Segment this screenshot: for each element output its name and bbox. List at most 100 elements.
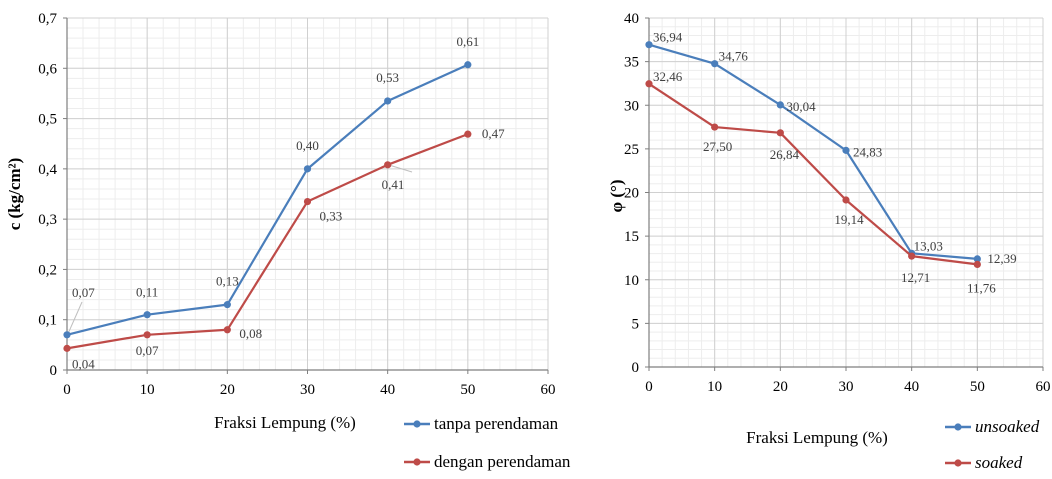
y-tick-label: 40 xyxy=(624,11,639,27)
y-tick-label: 25 xyxy=(624,142,639,158)
leader-line xyxy=(388,164,413,173)
x-tick-label: 60 xyxy=(541,382,556,398)
x-axis-label: Fraksi Lempung (%) xyxy=(746,428,888,447)
y-tick-label: 0,2 xyxy=(38,262,57,278)
data-point xyxy=(973,260,981,268)
data-point xyxy=(63,331,71,339)
legend-entry: dengan perendaman xyxy=(404,452,571,471)
data-point xyxy=(711,60,719,68)
x-tick-label: 50 xyxy=(970,379,985,395)
data-point xyxy=(908,252,916,260)
x-tick-label: 0 xyxy=(645,379,653,395)
left-chart: 0 0,1 0,2 0,3 0,4 0,5 0,6 0,7 0 10 20 30 40 50 60 Fraks… xyxy=(5,11,571,471)
data-label: 0,11 xyxy=(136,285,158,300)
data-label: 0,13 xyxy=(216,274,239,289)
data-point xyxy=(842,146,850,154)
data-point xyxy=(303,197,312,206)
legend-label: tanpa perendaman xyxy=(434,414,559,433)
right-chart: 0 5 10 15 20 25 30 35 40 0 10 20 30 40 50 60 Fraksi Lemp… xyxy=(607,11,1051,472)
data-point xyxy=(63,344,71,352)
data-point xyxy=(384,161,392,169)
right-gridlines xyxy=(648,17,1044,368)
data-point xyxy=(464,130,472,138)
data-point xyxy=(143,331,151,339)
data-label: 0,04 xyxy=(72,356,95,371)
y-tick-label: 0,7 xyxy=(38,11,57,27)
data-label: 26,84 xyxy=(770,147,800,162)
legend-swatch-marker xyxy=(413,420,421,428)
legend-entry: unsoaked xyxy=(945,417,1040,436)
data-label: 36,94 xyxy=(653,30,683,45)
x-tick-label: 30 xyxy=(839,379,854,395)
legend-label: soaked xyxy=(975,453,1023,472)
y-tick-label: 5 xyxy=(632,316,640,332)
y-tick-label: 35 xyxy=(624,55,639,71)
data-label: 32,46 xyxy=(653,69,683,84)
series-tanpa-perendaman: 0,07 0,11 0,13 0,40 0,53 0,61 xyxy=(63,34,479,339)
data-point xyxy=(384,97,392,105)
y-tick-label: 15 xyxy=(624,229,639,245)
x-tick-label: 0 xyxy=(63,382,71,398)
data-point xyxy=(645,41,653,49)
data-label: 0,07 xyxy=(72,285,95,300)
y-tick-label: 0,1 xyxy=(38,313,57,329)
legend-entry: tanpa perendaman xyxy=(404,414,559,433)
data-label: 0,61 xyxy=(456,34,479,49)
series-line xyxy=(66,63,469,336)
data-label: 0,08 xyxy=(239,326,262,341)
y-tick-label: 0 xyxy=(50,363,58,379)
data-label: 0,47 xyxy=(482,126,505,141)
data-label: 13,03 xyxy=(914,238,943,253)
y-tick-label: 0,4 xyxy=(38,162,57,178)
data-point xyxy=(711,123,719,131)
data-label: 19,14 xyxy=(834,212,864,227)
y-tick-label: 10 xyxy=(624,273,639,289)
data-label: 24,83 xyxy=(853,144,882,159)
legend-swatch-marker xyxy=(954,459,962,467)
y-tick-label: 20 xyxy=(624,186,639,202)
data-point xyxy=(303,165,312,173)
x-tick-label: 10 xyxy=(140,382,155,398)
legend-label: unsoaked xyxy=(975,417,1040,436)
data-label: 27,50 xyxy=(703,139,732,154)
legend-swatch-marker xyxy=(954,423,962,431)
data-point xyxy=(776,129,784,137)
data-point xyxy=(842,196,850,204)
x-tick-label: 20 xyxy=(773,379,788,395)
y-axis-label: φ (°) xyxy=(607,180,626,213)
y-tick-label: 0,3 xyxy=(38,212,57,228)
data-point xyxy=(143,311,151,319)
y-tick-label: 0 xyxy=(632,360,640,376)
data-label: 12,71 xyxy=(901,270,930,285)
y-tick-label: 30 xyxy=(624,98,639,114)
x-tick-label: 40 xyxy=(904,379,919,395)
series-soaked: 32,46 27,50 26,84 19,14 12,71 11,76 xyxy=(645,69,996,295)
legend-label: dengan perendaman xyxy=(434,452,571,471)
data-label: 11,76 xyxy=(967,280,996,295)
y-tick-label: 0,6 xyxy=(38,61,57,77)
x-tick-label: 10 xyxy=(707,379,722,395)
x-tick-label: 50 xyxy=(460,382,475,398)
series-line xyxy=(648,43,978,260)
x-axis-label: Fraksi Lempung (%) xyxy=(214,413,356,432)
left-gridlines xyxy=(66,17,549,371)
leader-line xyxy=(66,301,83,337)
x-tick-label: 60 xyxy=(1036,379,1051,395)
data-label: 34,76 xyxy=(719,49,749,64)
data-point xyxy=(223,301,231,309)
series-line xyxy=(66,133,469,350)
data-point xyxy=(776,101,784,109)
x-tick-label: 30 xyxy=(300,382,315,398)
x-tick-label: 40 xyxy=(380,382,395,398)
data-label: 0,41 xyxy=(382,177,405,192)
data-point xyxy=(223,326,231,334)
y-tick-label: 0,5 xyxy=(38,112,57,128)
series-line xyxy=(648,82,978,266)
data-label: 0,33 xyxy=(320,209,343,224)
data-label: 12,39 xyxy=(987,251,1016,266)
data-point xyxy=(973,255,981,263)
data-label: 0,53 xyxy=(376,70,399,85)
legend-swatch-marker xyxy=(413,458,421,466)
x-tick-label: 20 xyxy=(220,382,235,398)
